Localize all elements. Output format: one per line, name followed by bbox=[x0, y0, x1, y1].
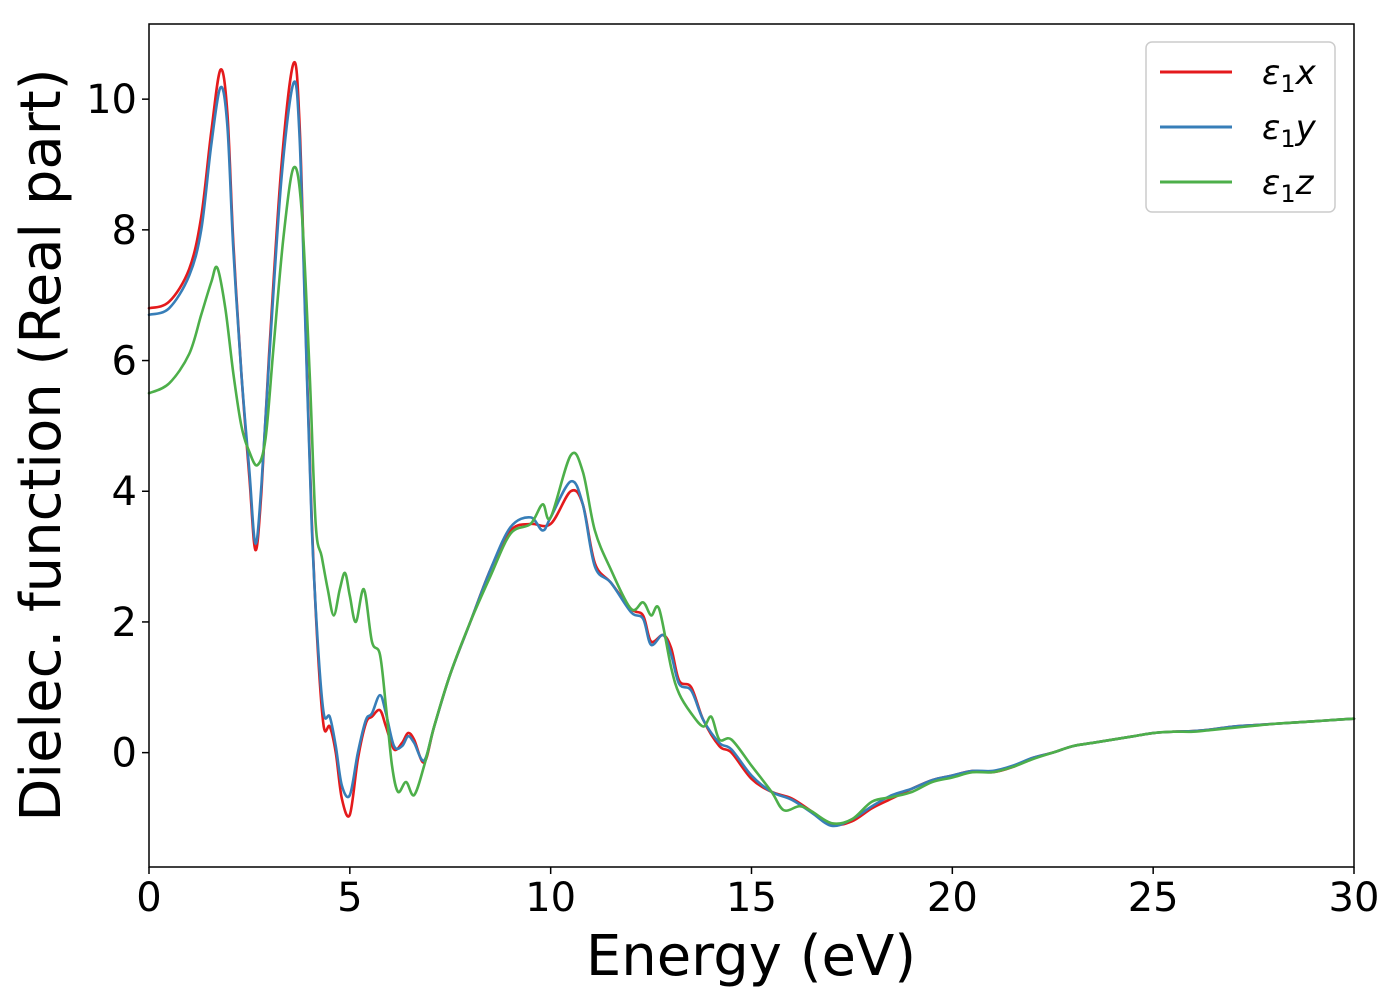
legend: ε1x ε1y ε1z bbox=[1145, 41, 1336, 213]
x-tick-label: 15 bbox=[726, 875, 777, 921]
y-tick-label: 0 bbox=[112, 731, 137, 777]
y-tick-label: 8 bbox=[112, 208, 137, 254]
x-tick-label: 5 bbox=[337, 875, 362, 921]
y-tick-label: 10 bbox=[86, 77, 137, 123]
x-tick-label: 10 bbox=[525, 875, 576, 921]
x-axis-title: Energy (eV) bbox=[586, 924, 916, 989]
legend-label-z: ε1z bbox=[1262, 163, 1315, 208]
y-tick-label: 4 bbox=[112, 469, 137, 515]
x-tick-label: 25 bbox=[1128, 875, 1179, 921]
x-tick-label: 20 bbox=[927, 875, 978, 921]
legend-label-y: ε1y bbox=[1262, 108, 1317, 153]
x-tick-label: 0 bbox=[136, 875, 161, 921]
legend-frame bbox=[1145, 41, 1336, 213]
series-layer bbox=[147, 60, 1356, 828]
y-tick-label: 6 bbox=[112, 339, 137, 385]
legend-label-x: ε1x bbox=[1262, 53, 1317, 98]
tick-layer: 0 5 10 15 20 25 30 0 2 4 6 8 10 bbox=[86, 77, 1379, 921]
y-tick-label: 2 bbox=[112, 600, 137, 646]
series-line-z bbox=[147, 165, 1356, 825]
y-axis-title: Dielec. function (Real part) bbox=[9, 68, 74, 821]
x-tick-label: 30 bbox=[1329, 875, 1380, 921]
